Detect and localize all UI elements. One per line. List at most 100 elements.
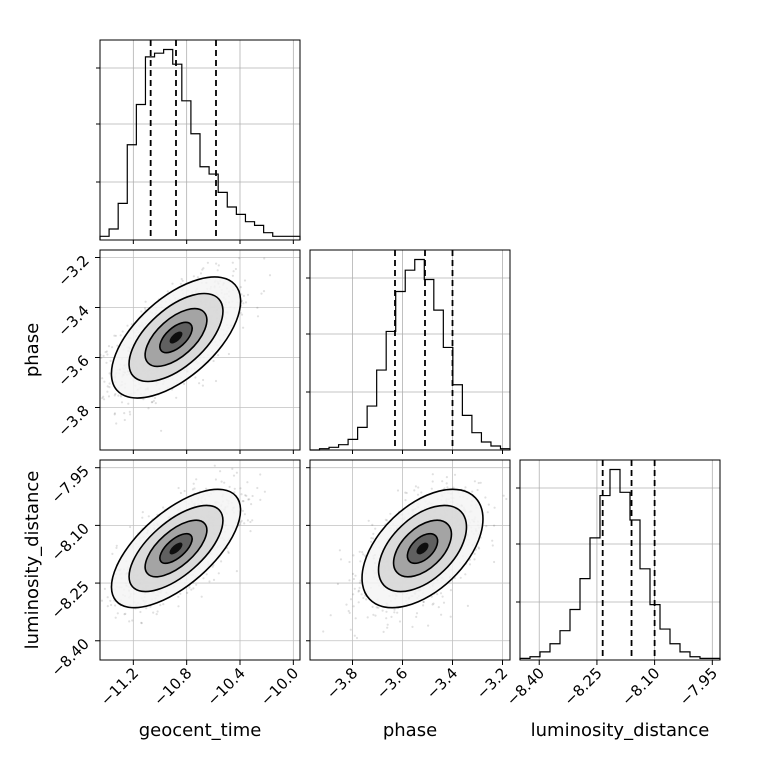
scatter-point: [431, 603, 434, 606]
scatter-point: [377, 606, 380, 609]
scatter-point: [246, 519, 249, 522]
scatter-point: [365, 598, 368, 601]
scatter-point: [181, 279, 184, 282]
scatter-point: [109, 599, 112, 602]
scatter-point: [141, 510, 144, 514]
scatter-point: [147, 515, 150, 518]
scatter-point: [405, 491, 408, 495]
scatter-point: [386, 623, 389, 626]
scatter-point: [477, 546, 480, 549]
scatter-point: [361, 551, 364, 554]
scatter-point: [385, 617, 388, 620]
ytick-label-luminosity_distance-1: −8.25: [48, 577, 93, 622]
scatter-point: [106, 353, 109, 356]
scatter-point: [195, 583, 198, 586]
scatter-point: [177, 605, 180, 608]
scatter-point: [473, 552, 476, 556]
scatter-point: [493, 524, 496, 527]
scatter-point: [464, 573, 467, 576]
scatter-point: [329, 614, 332, 617]
scatter-point: [211, 565, 214, 568]
scatter-point: [192, 275, 195, 278]
x-axis-label-phase: phase: [383, 720, 437, 741]
xtick-label-luminosity_distance-0: −8.40: [503, 664, 548, 709]
scatter-point: [227, 551, 230, 555]
scatter-point: [223, 234, 225, 236]
scatter-point: [115, 544, 118, 547]
scatter-point: [102, 395, 105, 398]
scatter-point: [104, 351, 107, 354]
scatter-point: [249, 520, 252, 524]
scatter-point: [94, 389, 96, 391]
scatter-point: [427, 624, 430, 627]
scatter-point: [201, 268, 204, 271]
scatter-point: [107, 395, 111, 398]
scatter-point: [240, 313, 244, 316]
scatter-point: [404, 491, 407, 494]
scatter-point: [416, 493, 420, 496]
scatter-point: [217, 354, 220, 357]
scatter-point: [476, 488, 479, 492]
scatter-point: [114, 616, 117, 619]
scatter-point: [268, 274, 272, 277]
scatter-point: [445, 476, 448, 479]
scatter-point: [140, 621, 143, 624]
histogram-panel-0: [96, 39, 301, 241]
ytick-label-luminosity_distance-2: −8.10: [48, 519, 93, 564]
scatter-point: [108, 372, 111, 375]
scatter-point: [374, 527, 377, 530]
xtick-label-luminosity_distance-1: −8.25: [561, 664, 606, 709]
scatter-point: [491, 544, 494, 547]
scatter-point: [449, 589, 452, 592]
scatter-point: [101, 377, 104, 380]
scatter-point: [150, 401, 153, 404]
scatter-point: [166, 290, 169, 293]
scatter-point: [393, 611, 396, 614]
scatter-point: [243, 279, 247, 282]
scatter-point: [128, 620, 131, 623]
scatter-point: [422, 604, 425, 607]
scatter-point: [242, 302, 245, 305]
xtick-label-geocent_time-0: −11.2: [97, 664, 142, 709]
scatter-point: [131, 619, 134, 622]
scatter-point: [242, 326, 245, 329]
scatter-point: [223, 481, 226, 484]
scatter-point: [260, 292, 263, 295]
scatter-point: [114, 334, 117, 337]
scatter-point: [420, 491, 423, 494]
scatter-point: [231, 467, 234, 470]
scatter-point: [227, 550, 230, 553]
scatter-point: [415, 612, 419, 615]
scatter-point: [352, 605, 355, 608]
ytick-label-phase-3: −3.2: [54, 252, 92, 290]
scatter-point: [175, 396, 178, 399]
scatter-point: [370, 537, 373, 540]
histogram-phase: [310, 258, 511, 451]
scatter-point: [192, 587, 195, 590]
scatter-point: [359, 560, 362, 563]
scatter-point: [243, 513, 246, 516]
scatter-point: [353, 634, 356, 637]
scatter-point: [360, 593, 363, 596]
scatter-point: [119, 395, 123, 398]
xtick-label-phase-1: −3.6: [373, 664, 411, 702]
scatter-point: [363, 554, 367, 557]
scatter-point: [56, 393, 58, 395]
scatter-point: [336, 582, 339, 586]
scatter-point: [202, 577, 205, 580]
scatter-point: [243, 522, 246, 525]
scatter-point: [217, 572, 220, 575]
scatter-frame-1: [99, 459, 301, 661]
scatter-point: [143, 307, 147, 310]
scatter-point: [367, 519, 370, 522]
scatter-point: [190, 588, 193, 591]
scatter-point: [202, 378, 205, 382]
scatter-point: [231, 274, 234, 277]
scatter-point: [111, 346, 114, 349]
scatter-point: [162, 603, 165, 606]
scatter-point: [471, 490, 474, 493]
scatter-point: [155, 613, 158, 616]
scatter-panel-geocent_time-luminosity_distance: [99, 459, 301, 661]
scatter-point: [188, 586, 191, 589]
scatter-point: [382, 630, 385, 634]
